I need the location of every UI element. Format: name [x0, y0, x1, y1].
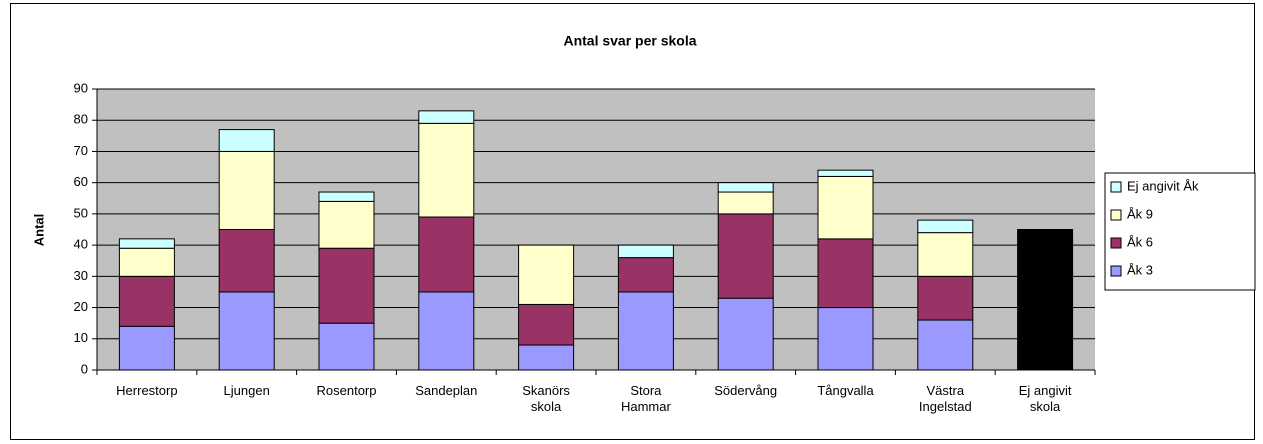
bar-segment — [717, 213, 774, 299]
x-tick-label: Västra Ingelstad — [918, 383, 972, 414]
legend-label: Åk 9 — [1127, 206, 1153, 221]
bar-segment — [617, 244, 674, 259]
bar-segment — [318, 247, 375, 324]
legend-box — [1104, 172, 1256, 291]
bar-segment — [817, 175, 874, 240]
bar-segment — [318, 322, 375, 371]
bar-segment — [118, 275, 175, 327]
x-tick-label: Skanörs skola — [522, 383, 570, 414]
bar-segment — [518, 344, 575, 371]
bar-segment — [118, 238, 175, 249]
bar-segment — [418, 216, 475, 293]
bar-segment — [717, 297, 774, 371]
y-tick-label: 70 — [74, 143, 88, 158]
x-tick-label: Ljungen — [223, 383, 270, 398]
bar-segment — [218, 150, 275, 230]
legend-label: Åk 6 — [1127, 234, 1153, 249]
bar-segment — [817, 169, 874, 177]
bar-segment — [717, 191, 774, 215]
legend-swatch — [1110, 209, 1122, 221]
x-tick-label: Södervång — [714, 383, 778, 398]
bar-segment — [917, 319, 974, 371]
x-tick-label: Stora Hammar — [620, 383, 671, 414]
x-tick-label: Herrestorp — [116, 383, 178, 398]
bar-segment — [318, 191, 375, 202]
x-tick-label: Tångvalla — [817, 383, 874, 398]
bar-segment — [817, 307, 874, 371]
y-tick-label: 10 — [74, 330, 88, 345]
y-tick-label: 50 — [74, 205, 88, 220]
y-tick-label: 0 — [81, 361, 88, 376]
legend-label: Ej angivit Åk — [1127, 178, 1199, 193]
y-tick-label: 60 — [74, 174, 88, 189]
x-tick-label: Sandeplan — [415, 383, 478, 398]
bar-segment — [617, 291, 674, 371]
bar-segment — [917, 275, 974, 321]
bar-segment — [518, 244, 575, 305]
x-tick-label: Rosentorp — [316, 383, 377, 398]
y-tick-label: 90 — [74, 80, 88, 95]
y-tick-label: 80 — [74, 112, 88, 127]
legend-swatch — [1110, 237, 1122, 249]
bar-segment — [318, 200, 375, 249]
bar-segment — [717, 182, 774, 193]
bar-segment — [218, 129, 275, 152]
bar-segment — [418, 122, 475, 218]
bar-segment — [917, 219, 974, 234]
bar-segment — [218, 291, 275, 371]
legend-swatch — [1110, 265, 1122, 277]
bar-segment — [418, 291, 475, 371]
bar-segment — [218, 229, 275, 293]
legend-swatch — [1110, 181, 1122, 193]
bar-segment — [518, 303, 575, 346]
bar-segment — [1017, 229, 1074, 371]
y-tick-label: 20 — [74, 299, 88, 314]
bar-segment — [118, 325, 175, 371]
bar-segment — [118, 247, 175, 277]
bar-segment — [418, 110, 475, 124]
x-tick-label: Ej angivit skola — [1018, 383, 1072, 414]
bar-segment — [917, 232, 974, 277]
y-tick-label: 30 — [74, 268, 88, 283]
y-axis-label: Antal — [31, 214, 46, 247]
bar-segment — [817, 238, 874, 309]
legend-label: Åk 3 — [1127, 262, 1153, 277]
y-tick-label: 40 — [74, 237, 88, 252]
chart-title: Antal svar per skola — [563, 33, 696, 49]
bar-segment — [617, 257, 674, 293]
